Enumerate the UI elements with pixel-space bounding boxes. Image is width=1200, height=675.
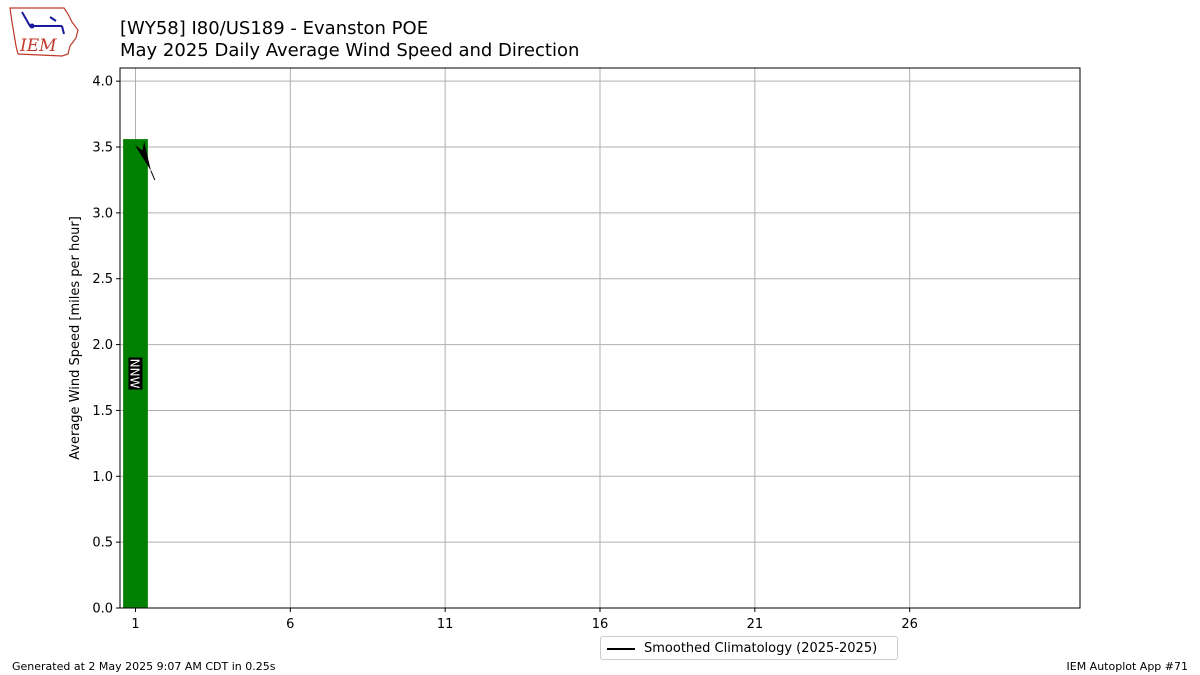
grid-lines: [120, 68, 1080, 609]
direction-label-box: [128, 357, 143, 390]
x-tick-label: 16: [592, 617, 609, 632]
iem-logo: IEM: [9, 7, 79, 57]
direction-arrow-tail: [150, 170, 156, 181]
direction-arrow-icon: [134, 141, 151, 171]
y-axis-ticks: 0.0 0.5 1.0 1.5 2.0 2.5 3.0 3.5 4.0: [92, 75, 120, 617]
y-tick-label: 1.0: [92, 470, 113, 485]
y-tick-label: 1.5: [92, 404, 113, 419]
direction-arrows: [134, 141, 156, 181]
direction-label: NNW: [127, 359, 141, 389]
y-axis-label: Average Wind Speed [miles per hour]: [68, 216, 83, 460]
generated-timestamp: Generated at 2 May 2025 9:07 AM CDT in 0…: [12, 660, 276, 673]
x-tick-label: 1: [131, 617, 139, 632]
legend-swatch-climatology: [607, 648, 635, 650]
y-tick-label: 3.5: [92, 141, 113, 156]
y-tick-label: 4.0: [92, 75, 113, 90]
y-tick-label: 0.5: [92, 536, 113, 551]
direction-arrow-group: [134, 141, 156, 181]
direction-label-group: NNW: [127, 357, 143, 390]
app-credit: IEM Autoplot App #71: [1066, 660, 1189, 673]
direction-labels: NNW: [127, 357, 143, 390]
y-tick-label: 0.0: [92, 602, 113, 617]
logo-text: IEM: [19, 36, 57, 56]
y-tick-label: 2.0: [92, 338, 113, 353]
x-tick-label: 11: [437, 617, 454, 632]
chart-title-line1: [WY58] I80/US189 - Evanston POE: [120, 18, 429, 39]
chart-title-line2: May 2025 Daily Average Wind Speed and Di…: [120, 40, 580, 61]
y-tick-label: 2.5: [92, 272, 113, 287]
x-axis-ticks: 1 6 11 16 21 26: [131, 608, 918, 632]
x-tick-label: 26: [901, 617, 918, 632]
x-tick-label: 6: [286, 617, 294, 632]
x-tick-label: 21: [747, 617, 764, 632]
iowa-outline-icon: [9, 7, 79, 57]
y-tick-label: 3.0: [92, 206, 113, 221]
legend: Smoothed Climatology (2025-2025): [600, 636, 898, 660]
legend-label-climatology: Smoothed Climatology (2025-2025): [644, 641, 878, 656]
